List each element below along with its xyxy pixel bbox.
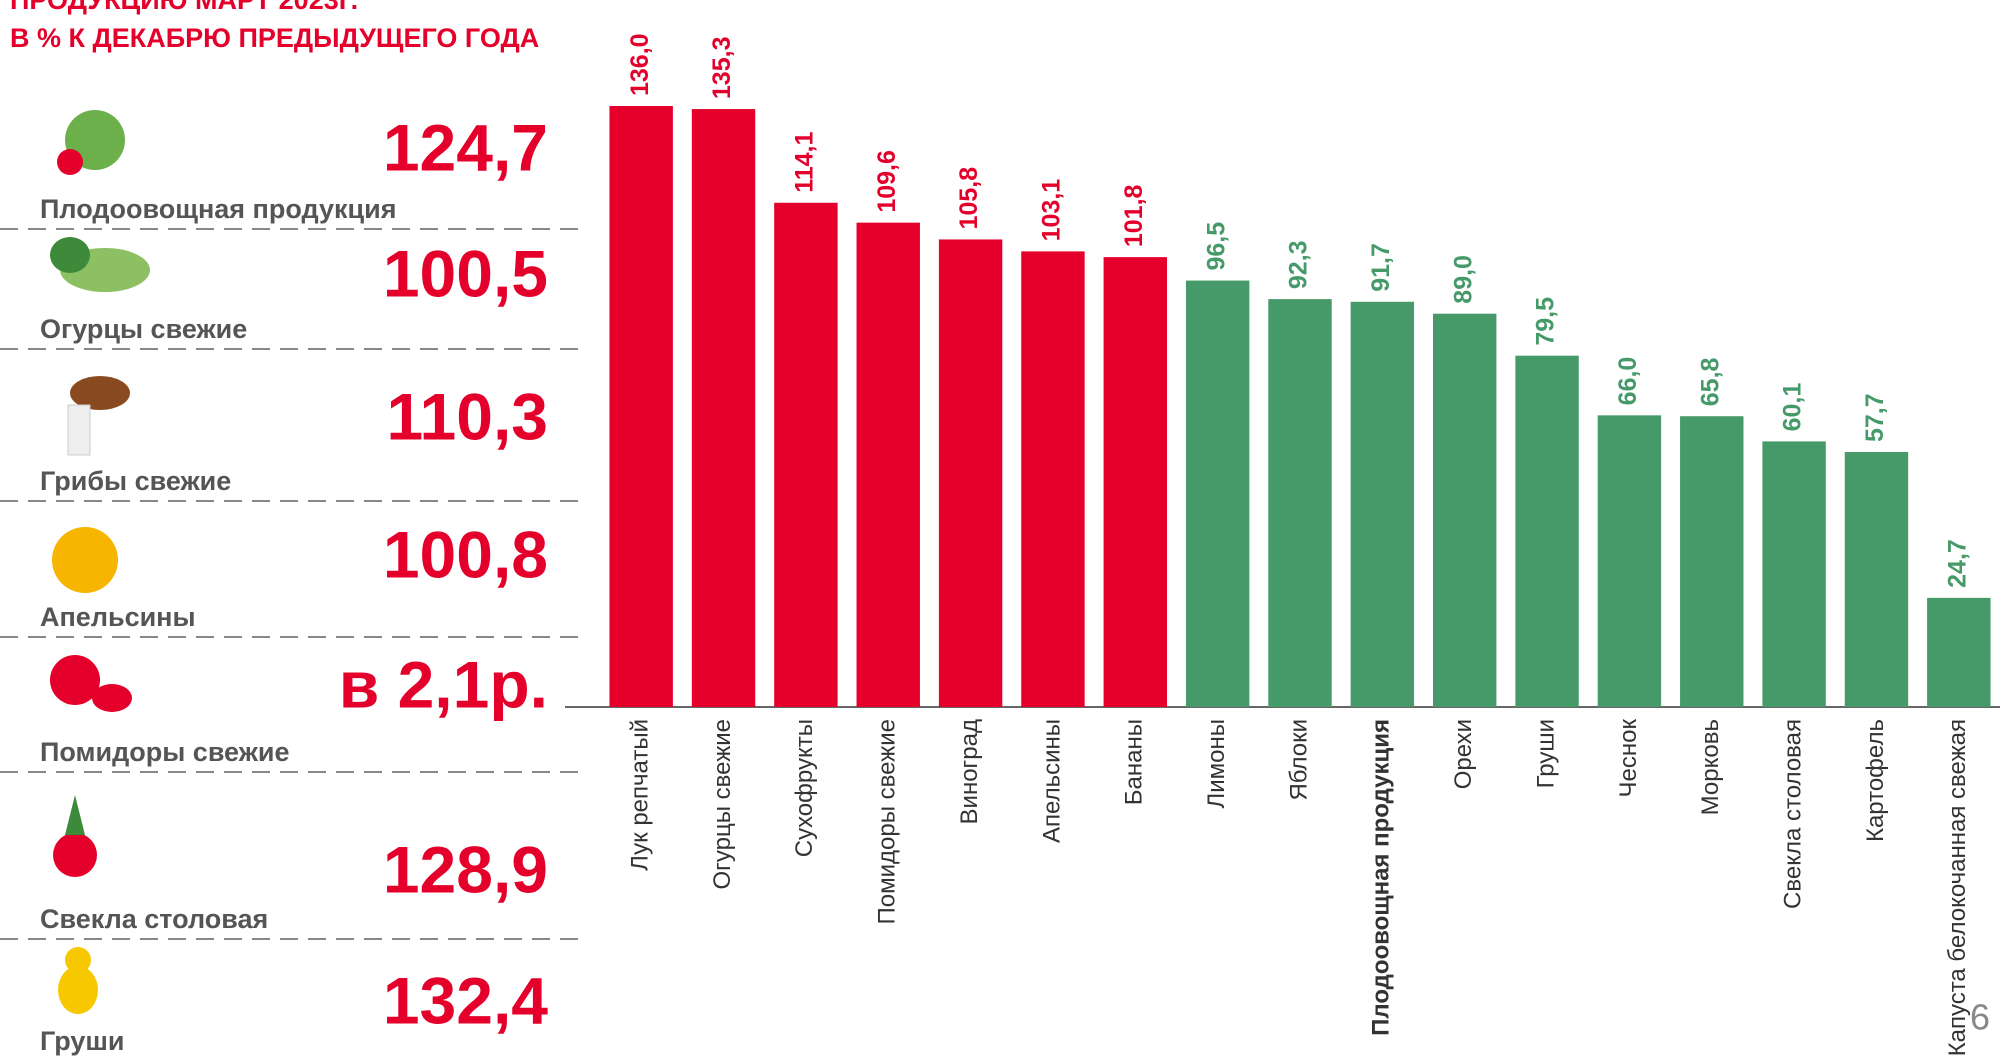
item-name: Апельсины xyxy=(40,602,196,632)
value-label: 105,8 xyxy=(955,167,983,230)
bar xyxy=(1845,452,1908,707)
bar xyxy=(774,203,837,707)
slide: ПРОДУКЦИЮ МАРТ 2023Г. В % К ДЕКАБРЮ ПРЕД… xyxy=(0,0,2004,1058)
x-tick-label: Морковь xyxy=(1697,719,1724,815)
item-value: 132,4 xyxy=(383,963,548,1037)
value-label: 89,0 xyxy=(1449,255,1477,304)
item-value: в 2,1р. xyxy=(339,647,548,721)
value-label: 65,8 xyxy=(1696,357,1724,406)
x-tick-label: Сухофрукты xyxy=(791,719,818,857)
bar xyxy=(1762,441,1825,707)
x-tick-label: Яблоки xyxy=(1285,719,1312,801)
value-label: 92,3 xyxy=(1285,240,1313,289)
item-value: 100,8 xyxy=(383,517,548,591)
x-tick-label: Бананы xyxy=(1121,719,1148,805)
bar xyxy=(1680,416,1743,707)
value-label: 91,7 xyxy=(1367,243,1395,292)
item-name: Огурцы свежие xyxy=(40,314,247,344)
x-tick-label: Чеснок xyxy=(1615,719,1642,798)
x-tick-label: Груши xyxy=(1532,719,1559,788)
value-label: 109,6 xyxy=(873,150,901,213)
value-label: 57,7 xyxy=(1861,393,1889,442)
item-name: Плодоовощная продукция xyxy=(40,194,396,224)
x-tick-label: Помидоры свежие xyxy=(874,719,901,925)
title-line: ПРОДУКЦИЮ МАРТ 2023Г. xyxy=(10,0,358,15)
bar xyxy=(1433,314,1496,707)
x-tick-label: Орехи xyxy=(1450,719,1477,789)
bar xyxy=(857,223,920,707)
x-tick-label: Огурцы свежие xyxy=(709,719,736,890)
bar xyxy=(1927,598,1990,707)
bar xyxy=(1021,251,1084,707)
item-value: 128,9 xyxy=(383,832,548,906)
bar xyxy=(1104,257,1167,707)
x-tick-label: Апельсины xyxy=(1038,719,1065,843)
item-value: 100,5 xyxy=(383,236,548,310)
value-label: 60,1 xyxy=(1779,383,1807,432)
value-label: 96,5 xyxy=(1202,222,1230,271)
value-label: 101,8 xyxy=(1120,184,1148,247)
chart: 136,0 Лук репчатый 135,3 Огурцы свежие 114,1… xyxy=(565,33,2000,1056)
value-label: 135,3 xyxy=(708,37,736,100)
bar xyxy=(1186,281,1249,707)
bar xyxy=(609,106,672,707)
item-name: Грибы свежие xyxy=(40,466,231,496)
value-label: 114,1 xyxy=(790,132,818,193)
bar xyxy=(1598,415,1661,707)
x-tick-label: Лук репчатый xyxy=(627,719,654,871)
bar xyxy=(939,239,1002,707)
value-label: 103,1 xyxy=(1038,179,1066,242)
item-name: Свекла столовая xyxy=(40,904,268,934)
x-tick-label: Виноград xyxy=(956,719,983,824)
value-label: 136,0 xyxy=(626,33,654,96)
icons xyxy=(50,110,150,1014)
title-line: В % К ДЕКАБРЮ ПРЕДЫДУЩЕГО ГОДА xyxy=(10,23,539,53)
value-label: 66,0 xyxy=(1614,357,1642,406)
item-value: 110,3 xyxy=(386,379,548,453)
value-label: 79,5 xyxy=(1532,297,1560,346)
x-tick-label: Плодоовощная продукция xyxy=(1368,719,1395,1036)
x-tick-label: Лимоны xyxy=(1203,719,1230,809)
bar xyxy=(1351,302,1414,707)
bar xyxy=(1268,299,1331,707)
x-tick-label: Картофель xyxy=(1862,719,1889,842)
item-value: 124,7 xyxy=(383,110,548,184)
x-tick-label: Капуста белокочанная свежая xyxy=(1944,719,1971,1056)
bar xyxy=(1515,356,1578,707)
page-number: 6 xyxy=(1970,997,1990,1038)
value-label: 24,7 xyxy=(1943,539,1971,588)
x-tick-label: Свекла столовая xyxy=(1779,719,1806,909)
item-name: Помидоры свежие xyxy=(40,737,289,767)
item-name: Груши xyxy=(40,1026,125,1056)
bar xyxy=(692,109,755,707)
